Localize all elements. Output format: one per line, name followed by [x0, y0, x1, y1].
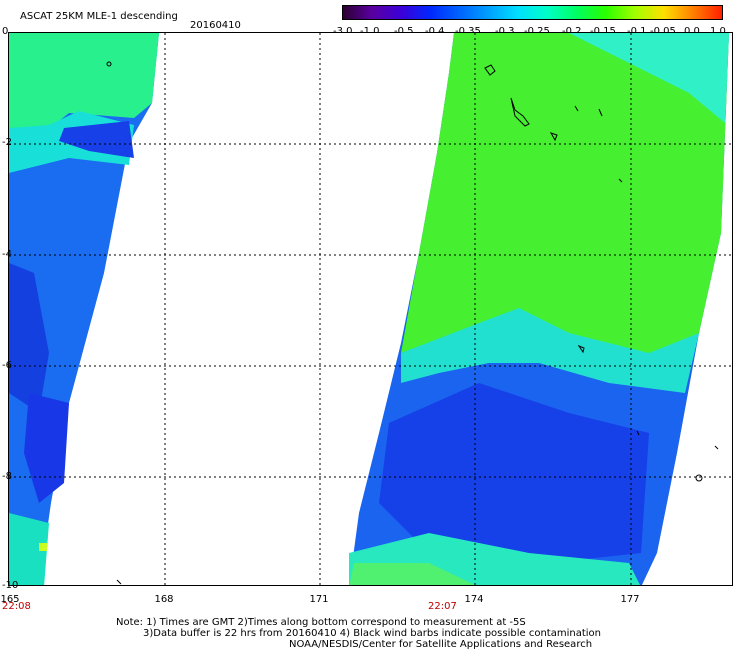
colorbar-label: -0.25: [524, 26, 550, 37]
island-outline: [714, 445, 719, 450]
y-tick: -2: [2, 137, 12, 148]
left-swath: [9, 33, 159, 585]
note-line-3: NOAA/NESDIS/Center for Satellite Applica…: [289, 639, 593, 650]
left-swath-yellow-pixel: [39, 543, 47, 551]
island-outline: [577, 344, 585, 354]
island-outline: [484, 64, 496, 76]
left-swath-dark-patch: [9, 263, 49, 413]
colorbar-label: -0.15: [590, 26, 616, 37]
right-swath-green-bottom: [349, 563, 475, 585]
colorbar-label: 1.0: [710, 26, 726, 37]
colorbar-label: -0.4: [425, 26, 445, 37]
colorbar-label: -1.0: [360, 26, 380, 37]
note-line-1: Note: 1) Times are GMT 2)Times along bot…: [116, 617, 526, 628]
colorbar-label: -3.0: [333, 26, 353, 37]
plot-date: 20160410: [190, 20, 241, 31]
map-panel: [8, 32, 733, 586]
left-swath-green-top: [9, 33, 159, 143]
y-tick: 0: [2, 26, 9, 37]
x-tick: 174: [464, 594, 484, 605]
island-outline: [618, 178, 623, 183]
colorbar-label: -0.35: [455, 26, 481, 37]
colorbar: [342, 5, 723, 20]
island-outline: [549, 132, 558, 142]
left-swath-time: 22:08: [2, 601, 31, 612]
island-outline: [116, 579, 122, 585]
colorbar-label: -0.05: [650, 26, 676, 37]
right-swath-green: [401, 33, 729, 373]
colorbar-label: -0.3: [495, 26, 515, 37]
colorbar-label: 0.0: [684, 26, 700, 37]
island-outline: [510, 97, 530, 127]
island-outline: [106, 61, 112, 67]
note-line-2: 3)Data buffer is 22 hrs from 20160410 4)…: [143, 628, 601, 639]
y-tick: -8: [2, 471, 12, 482]
island-outline: [574, 105, 579, 112]
y-tick: -6: [2, 360, 12, 371]
plot-title: ASCAT 25KM MLE-1 descending: [20, 11, 178, 22]
x-tick: 168: [154, 594, 174, 605]
colorbar-label: -0.1: [627, 26, 647, 37]
x-tick: 177: [620, 594, 640, 605]
x-tick: 165: [0, 594, 20, 605]
grid-lines: [9, 33, 732, 585]
island-outlines: [106, 61, 719, 585]
right-swath-deep-blue: [379, 383, 649, 563]
island-outline: [636, 430, 640, 436]
colorbar-label: -0.5: [394, 26, 414, 37]
right-swath-time: 22:07: [428, 601, 457, 612]
right-swath-cyan-top: [569, 33, 729, 123]
island-outline: [695, 474, 703, 482]
left-swath-dark-patch-2: [24, 393, 69, 503]
y-tick: -10: [2, 580, 19, 591]
x-tick: 171: [309, 594, 329, 605]
right-swath: [349, 33, 729, 585]
swath-svg: [9, 33, 732, 585]
left-swath-blue-eddy: [59, 121, 134, 158]
island-outline: [598, 108, 603, 117]
colorbar-label: -0.2: [562, 26, 582, 37]
y-tick: -4: [2, 249, 12, 260]
left-swath-green-bottom: [9, 513, 49, 585]
